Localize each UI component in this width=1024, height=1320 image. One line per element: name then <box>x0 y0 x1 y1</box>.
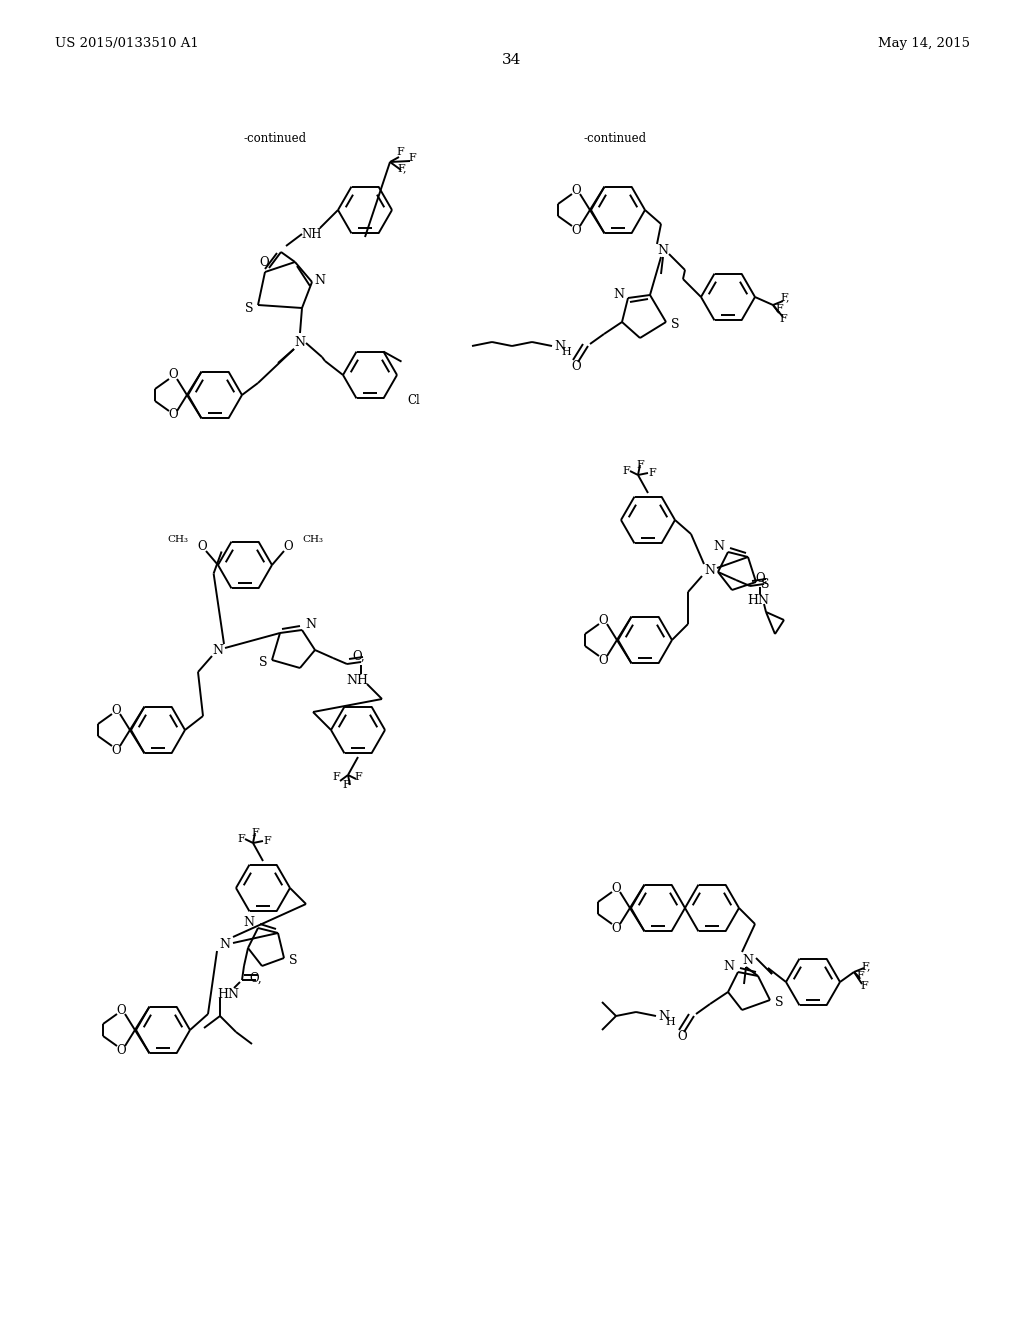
Text: F: F <box>263 836 271 846</box>
Text: O,: O, <box>756 572 768 585</box>
Text: -continued: -continued <box>583 132 646 144</box>
Text: F: F <box>238 834 245 843</box>
Text: S: S <box>775 995 783 1008</box>
Text: F: F <box>860 981 868 991</box>
Text: S: S <box>671 318 679 330</box>
Text: N: N <box>724 961 734 974</box>
Text: N: N <box>244 916 255 929</box>
Text: F: F <box>396 147 403 157</box>
Text: H: H <box>666 1016 675 1027</box>
Text: O,: O, <box>352 649 366 663</box>
Text: N: N <box>305 619 316 631</box>
Text: O: O <box>168 408 178 421</box>
Text: N: N <box>742 953 754 966</box>
Text: O: O <box>284 540 293 553</box>
Text: F: F <box>409 153 416 162</box>
Text: CH₃: CH₃ <box>302 535 323 544</box>
Text: F: F <box>779 314 786 323</box>
Text: N: N <box>555 339 565 352</box>
Text: N: N <box>657 243 669 256</box>
Text: F: F <box>251 828 259 838</box>
Text: N: N <box>314 273 326 286</box>
Text: N: N <box>613 288 625 301</box>
Text: -continued: -continued <box>243 132 306 144</box>
Text: May 14, 2015: May 14, 2015 <box>878 37 970 49</box>
Text: S: S <box>259 656 267 668</box>
Text: S: S <box>761 578 769 590</box>
Text: S: S <box>289 953 297 966</box>
Text: O: O <box>116 1003 126 1016</box>
Text: F: F <box>856 972 864 981</box>
Text: O,: O, <box>250 972 262 985</box>
Text: F,: F, <box>861 961 870 972</box>
Text: F: F <box>342 780 350 789</box>
Text: S: S <box>245 302 253 315</box>
Text: F: F <box>775 304 783 314</box>
Text: H: H <box>561 347 570 356</box>
Text: Cl: Cl <box>408 393 421 407</box>
Text: HN: HN <box>217 987 239 1001</box>
Text: O: O <box>611 921 621 935</box>
Text: US 2015/0133510 A1: US 2015/0133510 A1 <box>55 37 199 49</box>
Text: CH₃: CH₃ <box>167 535 188 544</box>
Text: F: F <box>623 466 630 477</box>
Text: O: O <box>598 614 608 627</box>
Text: N: N <box>295 337 305 350</box>
Text: N: N <box>658 1010 670 1023</box>
Text: O: O <box>198 540 207 553</box>
Text: O: O <box>168 368 178 381</box>
Text: F: F <box>648 469 656 478</box>
Text: NH: NH <box>302 227 323 240</box>
Text: NH: NH <box>346 673 368 686</box>
Text: O: O <box>571 223 581 236</box>
Text: O: O <box>598 653 608 667</box>
Text: O: O <box>112 743 121 756</box>
Text: HN: HN <box>746 594 769 606</box>
Text: N: N <box>714 540 725 553</box>
Text: F: F <box>636 459 644 470</box>
Text: O: O <box>571 183 581 197</box>
Text: O: O <box>259 256 269 268</box>
Text: O: O <box>677 1030 687 1043</box>
Text: F: F <box>332 772 340 781</box>
Text: F,: F, <box>397 162 407 173</box>
Text: O: O <box>116 1044 126 1056</box>
Text: N: N <box>705 564 716 577</box>
Text: O: O <box>611 882 621 895</box>
Text: F,: F, <box>780 292 790 302</box>
Text: 34: 34 <box>503 53 521 67</box>
Text: N: N <box>219 939 230 952</box>
Text: O: O <box>571 359 581 372</box>
Text: F: F <box>354 772 361 781</box>
Text: N: N <box>213 644 223 656</box>
Text: O: O <box>112 704 121 717</box>
